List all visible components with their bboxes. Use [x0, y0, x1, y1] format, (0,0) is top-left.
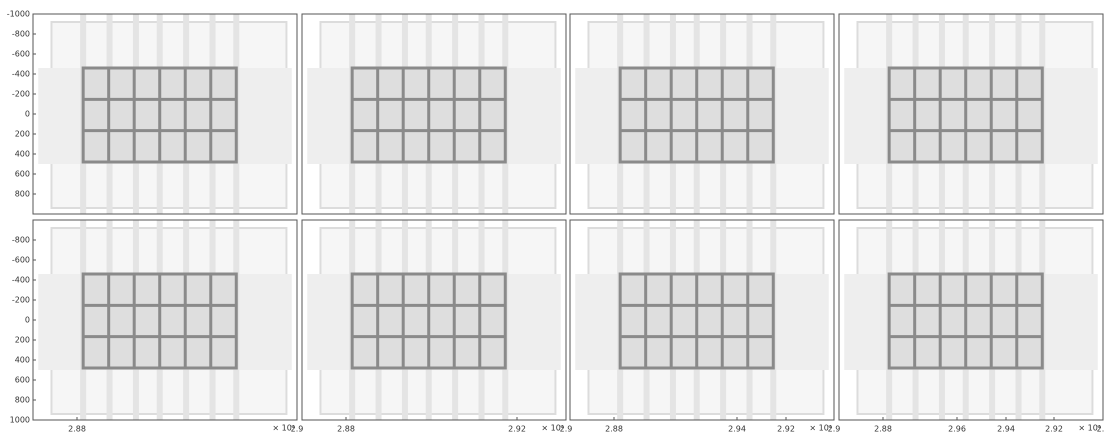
y-tick-label: 0 — [25, 316, 30, 325]
y-tick-label: 800 — [15, 190, 30, 199]
x-exponent: × 10⁴ — [272, 424, 295, 433]
x-tick-label: 2.92 — [508, 425, 526, 434]
x-tick-label: 2.88 — [337, 425, 355, 434]
y-tick-label: 600 — [15, 376, 30, 385]
y-tick-label: -400 — [12, 70, 30, 79]
y-tick-label: 1000 — [10, 416, 30, 425]
panel — [570, 14, 834, 214]
x-tick-label: 2.88 — [874, 425, 892, 434]
y-tick-label: -600 — [12, 256, 30, 265]
y-tick-label: -800 — [12, 30, 30, 39]
y-tick-label: 800 — [15, 396, 30, 405]
panel — [839, 14, 1103, 214]
y-tick-label: 0 — [25, 110, 30, 119]
x-tick-label: 2.92 — [1045, 425, 1063, 434]
y-tick-label: -200 — [12, 296, 30, 305]
y-tick-label: 400 — [15, 356, 30, 365]
y-tick-label: -600 — [12, 50, 30, 59]
y-tick-label: -800 — [12, 236, 30, 245]
x-tick-label: 2.94 — [997, 425, 1015, 434]
panel: 2.882.92.922.942.962.98× 10⁴ — [839, 220, 1104, 434]
x-exponent: × 10⁴ — [1078, 424, 1101, 433]
y-tick-label: -1000 — [7, 10, 30, 19]
x-tick-label: 2.92 — [777, 425, 795, 434]
y-tick-label: 200 — [15, 130, 30, 139]
x-tick-label: 2.88 — [605, 425, 623, 434]
y-tick-label: 400 — [15, 150, 30, 159]
x-exponent: × 10⁴ — [541, 424, 564, 433]
x-exponent: × 10⁴ — [809, 424, 832, 433]
y-tick-label: -200 — [12, 90, 30, 99]
figure: -1000 -800 -600 -400 -200 0 200 400 600 800 -800 -6… — [0, 0, 1104, 436]
panel — [302, 14, 566, 214]
x-tick-label: 2.94 — [728, 425, 746, 434]
x-tick-label: 2.96 — [948, 425, 966, 434]
y-tick-label: 200 — [15, 336, 30, 345]
y-tick-label: -400 — [12, 276, 30, 285]
panel: -1000 -800 -600 -400 -200 0 200 400 600 800 — [7, 10, 297, 215]
x-tick-label: 2.88 — [68, 425, 86, 434]
y-tick-label: 600 — [15, 170, 30, 179]
